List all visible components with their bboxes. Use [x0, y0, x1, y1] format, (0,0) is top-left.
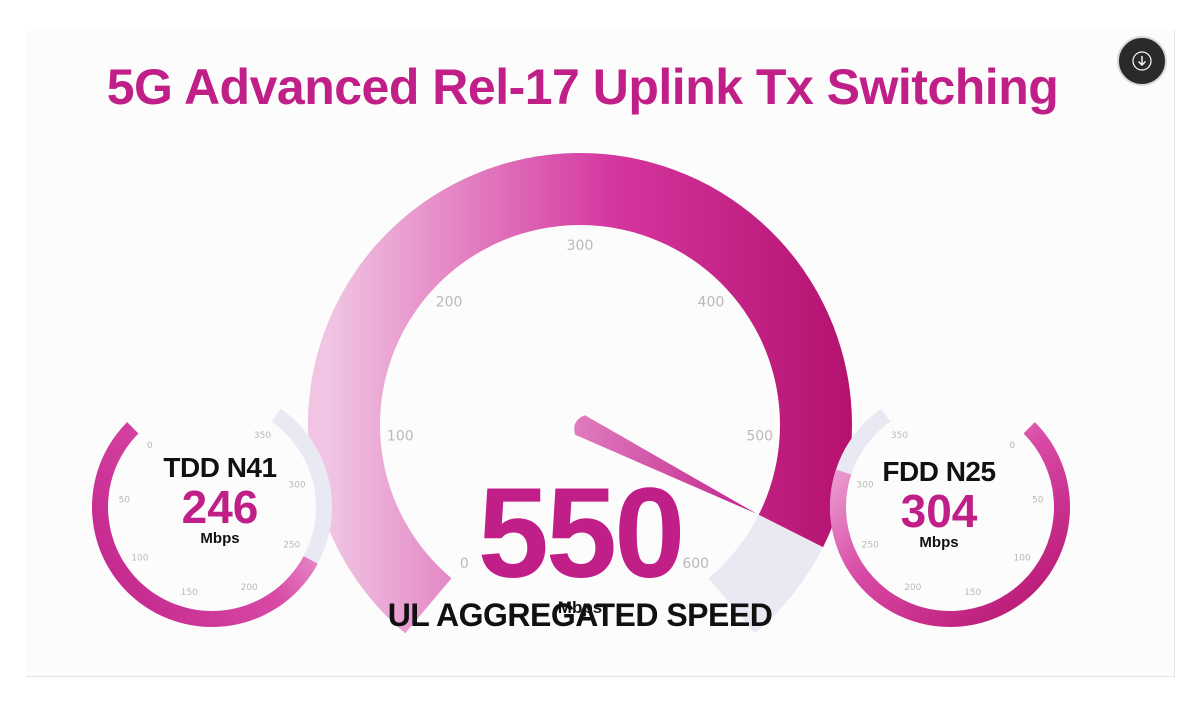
main-caption: UL AGGREGATED SPEED	[387, 597, 773, 633]
main-value-group: 550 Mbps	[430, 470, 730, 618]
left-tick-label: 100	[131, 554, 148, 564]
left-tick-label: 300	[288, 480, 305, 490]
left-tick-label: 0	[147, 441, 153, 451]
left-tick-label: 150	[181, 588, 198, 598]
fdd-n25-value: 304	[900, 485, 978, 537]
left-tick-label: 50	[119, 496, 131, 506]
main-tick-label: 600	[682, 556, 709, 572]
fdd-n25-unit: Mbps	[919, 534, 959, 551]
left-tick-label: 350	[254, 431, 271, 441]
fdd-n25-gauge: 0 50 100 150 200 250 300 350	[829, 408, 1070, 628]
tdd-n41-gauge: 0 50 100 150 200 250 300 350	[92, 408, 333, 628]
right-tick-label: 0	[1009, 441, 1015, 451]
left-gauge-value-arc	[92, 422, 318, 627]
main-tick-label: 0	[460, 556, 469, 572]
fdd-n25-label-group: FDD N25 304 Mbps	[849, 456, 1029, 551]
fdd-n25-title: FDD N25	[882, 456, 996, 487]
main-tick-label: 400	[698, 294, 725, 310]
left-tick-label: 250	[283, 540, 300, 550]
right-tick-label: 250	[862, 540, 879, 550]
right-tick-label: 150	[964, 588, 981, 598]
left-tick-label: 200	[241, 583, 258, 593]
right-tick-label: 350	[891, 431, 908, 441]
tdd-n41-label-group: TDD N41 246 Mbps	[130, 452, 310, 547]
main-tick-label: 500	[746, 428, 773, 444]
right-tick-label: 100	[1014, 554, 1031, 564]
arrow-down-icon	[1132, 51, 1152, 71]
main-tick-label: 200	[436, 294, 463, 310]
tdd-n41-title: TDD N41	[163, 452, 277, 483]
right-tick-label: 50	[1032, 496, 1044, 506]
right-tick-label: 200	[904, 583, 921, 593]
tdd-n41-unit: Mbps	[200, 530, 240, 547]
graphic-panel	[26, 30, 1175, 677]
main-value: 550	[477, 462, 686, 605]
main-unit: Mbps	[557, 598, 603, 617]
main-gauge: 0 100 200 300 400 500 600	[308, 152, 853, 634]
download-button[interactable]	[1117, 36, 1167, 86]
page-title: 5G Advanced Rel-17 Uplink Tx Switching	[106, 59, 1059, 115]
right-tick-label: 300	[856, 480, 873, 490]
main-caption-group: UL AGGREGATED SPEED	[330, 597, 830, 634]
main-gauge-value-arc	[308, 152, 853, 634]
main-tick-label: 300	[567, 238, 594, 254]
right-gauge-value-arc	[829, 422, 1070, 628]
tdd-n41-value: 246	[181, 481, 259, 533]
main-gauge-needle	[574, 415, 757, 514]
main-tick-label: 100	[387, 428, 414, 444]
